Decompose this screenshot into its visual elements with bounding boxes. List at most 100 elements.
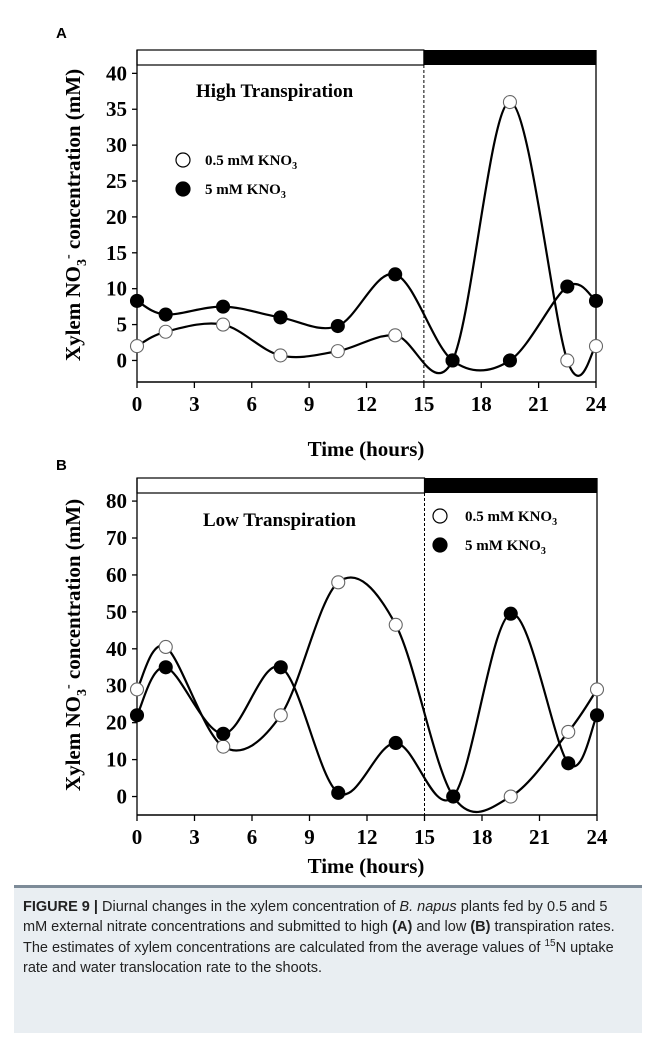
x-tick-label: 18 [471,392,492,416]
data-point-filled [158,660,173,675]
x-axis-ticks: 0 3 6 9 12 15 18 21 24 [132,815,608,849]
y-tick-label: 70 [106,526,127,550]
data-point-filled [388,267,403,282]
legend-marker-open-circle [432,508,448,524]
y-tick-label: 40 [106,637,127,661]
y-tick-label: 35 [106,97,127,121]
x-tick-label: 12 [357,825,378,849]
data-point-open [273,708,288,723]
data-point-open [561,724,576,739]
x-tick-label: 3 [189,392,200,416]
series-points [129,95,604,368]
data-point-open [503,789,518,804]
data-point-filled [445,353,460,368]
x-tick-label: 24 [586,392,608,416]
legend-label-0.5mM: 0.5 mM KNO3 [465,509,557,528]
data-point-open [388,328,403,343]
series-line-0 [136,576,598,814]
legend-label-5mM: 5 mM KNO3 [205,182,286,201]
light-period-bar [136,49,425,66]
data-point-filled [589,708,605,723]
data-point-filled [129,293,145,308]
y-tick-label: 50 [106,600,127,624]
data-point-open [158,324,173,339]
data-point-filled [588,293,604,308]
caption-text: plants fed by 0.5 and 5 mM external nitr… [23,899,608,936]
data-point-filled [158,307,173,322]
series-curves [136,100,597,377]
caption-text: Diurnal changes in the xylem concentrati… [97,899,400,915]
data-point-open [388,617,403,632]
caption-ref-a: (A) [392,919,413,936]
data-point-filled [446,789,461,804]
panel-a: A 0 5 10 15 20 25 30 35 40 0 3 6 9 12 15 18 21 24 High T… [56,25,607,461]
figure: A 0 5 10 15 20 25 30 35 40 0 3 6 9 12 15 18 21 24 High T… [56,25,608,878]
panel-letter-b: B [56,457,67,474]
light-period-bar [136,477,426,494]
legend-marker-filled-circle [432,537,448,553]
annotation-high-transpiration: High Transpiration [196,81,354,102]
x-tick-label: 21 [528,392,549,416]
legend-label-0.5mM: 0.5 mM KNO3 [205,153,297,172]
y-axis-ticks: 0 10 20 30 40 50 60 70 80 [106,489,137,809]
series-line-0 [136,100,597,377]
caption-label: FIGURE 9 | [23,899,98,915]
caption-text: N uptake rate and water translocation ra… [23,939,614,977]
annotation-low-transpiration: Low Transpiration [203,510,356,531]
data-point-filled [129,708,145,723]
data-point-filled [330,318,345,334]
y-tick-label: 0 [117,785,128,809]
series-curves [136,576,598,814]
data-point-open [588,339,604,354]
series-line-1 [136,612,598,802]
data-point-filled [560,279,575,294]
y-tick-label: 20 [106,711,127,735]
y-tick-label: 30 [106,674,127,698]
data-point-open [589,682,605,697]
legend: 0.5 mM KNO3 5 mM KNO3 [175,152,297,201]
x-tick-label: 6 [247,825,258,849]
x-tick-label: 24 [587,825,609,849]
x-tick-label: 21 [529,825,550,849]
dark-period-bar [424,478,597,493]
legend-marker-open-circle [175,152,191,168]
caption-ref-b: (B) [470,919,491,936]
x-tick-label: 12 [356,392,377,416]
x-axis-title: Time (hours) [308,437,425,461]
y-tick-label: 20 [106,205,127,229]
x-axis-title: Time (hours) [308,854,425,878]
data-point-open [560,353,575,368]
x-tick-label: 15 [414,825,435,849]
legend-label-5mM: 5 mM KNO3 [465,538,546,557]
x-tick-label: 3 [189,825,200,849]
y-tick-label: 40 [106,61,127,85]
panel-b: B 0 10 20 30 40 50 60 70 80 0 3 6 9 12 15 18 21 24 Low T… [56,457,608,878]
data-point-filled [273,660,288,675]
data-point-open [158,639,173,655]
x-tick-label: 9 [304,825,315,849]
x-tick-label: 0 [132,392,143,416]
data-point-filled [502,353,517,368]
y-axis-ticks: 0 5 10 15 20 25 30 35 40 [106,61,137,372]
x-tick-label: 15 [413,392,434,416]
data-point-open [502,95,517,110]
data-point-open [216,739,231,754]
y-axis-title: Xylem NO3- concentration (mM) [61,499,90,791]
legend-marker-filled-circle [175,181,191,197]
data-point-filled [273,310,288,325]
y-tick-label: 25 [106,169,127,193]
y-tick-label: 80 [106,489,127,513]
y-tick-label: 0 [117,348,128,372]
data-point-filled [331,785,346,800]
data-point-filled [561,756,576,771]
data-point-filled [216,299,231,314]
x-tick-label: 6 [247,392,258,416]
caption-text: and low [412,919,471,936]
data-point-filled [216,726,231,741]
y-tick-label: 10 [106,748,127,772]
series-points [129,575,605,804]
x-tick-label: 9 [304,392,315,416]
figure-caption: FIGURE 9 | Diurnal changes in the xylem … [14,885,642,1033]
data-point-open [273,348,288,363]
